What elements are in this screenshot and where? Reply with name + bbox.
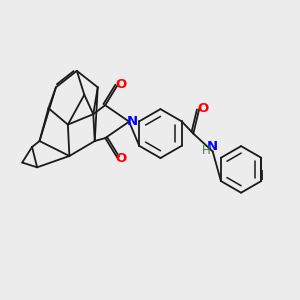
Text: N: N — [127, 115, 138, 128]
Text: H: H — [202, 143, 211, 157]
Text: O: O — [197, 102, 209, 115]
Text: I: I — [259, 169, 264, 183]
Text: N: N — [207, 140, 218, 153]
Text: O: O — [116, 152, 127, 166]
Text: O: O — [116, 78, 127, 91]
